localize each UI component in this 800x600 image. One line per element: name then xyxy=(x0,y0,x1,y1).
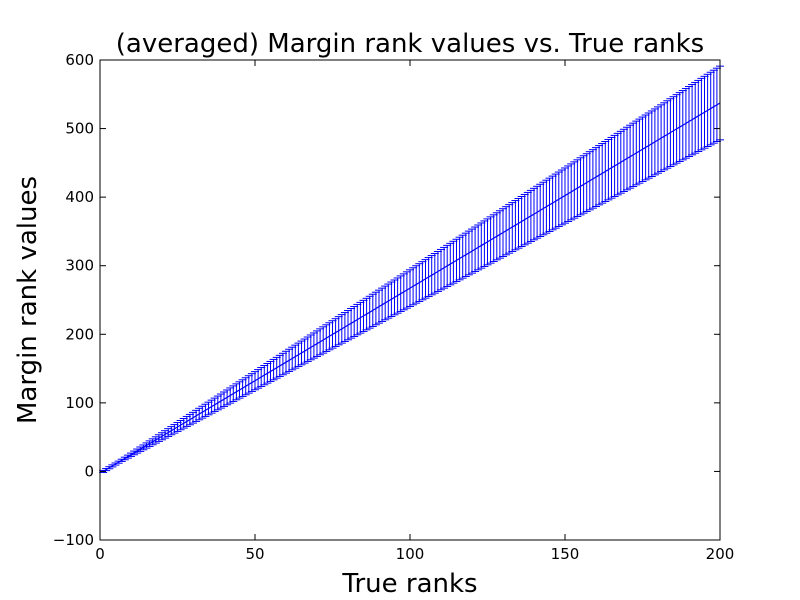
y-tick-label: −100 xyxy=(53,531,94,549)
y-tick-label: 600 xyxy=(65,51,94,69)
y-tick-label: 100 xyxy=(65,394,94,412)
y-axis-label: Margin rank values xyxy=(13,176,43,424)
x-tick-label: 150 xyxy=(551,545,580,563)
x-tick-label: 0 xyxy=(95,545,105,563)
series-line xyxy=(102,102,721,472)
chart-title: (averaged) Margin rank values vs. True r… xyxy=(116,29,704,59)
x-tick-label: 100 xyxy=(396,545,425,563)
y-tick-label: 200 xyxy=(65,325,94,343)
plot-frame xyxy=(99,59,721,541)
y-tick-label: 300 xyxy=(65,257,94,275)
x-tick-label: 50 xyxy=(245,545,264,563)
y-tick-label: 500 xyxy=(65,120,94,138)
plot-area xyxy=(99,65,724,473)
x-tick-label: 200 xyxy=(706,545,735,563)
x-axis-label: True ranks xyxy=(341,569,477,599)
y-tick-label: 0 xyxy=(84,462,94,480)
y-tick-label: 400 xyxy=(65,188,94,206)
